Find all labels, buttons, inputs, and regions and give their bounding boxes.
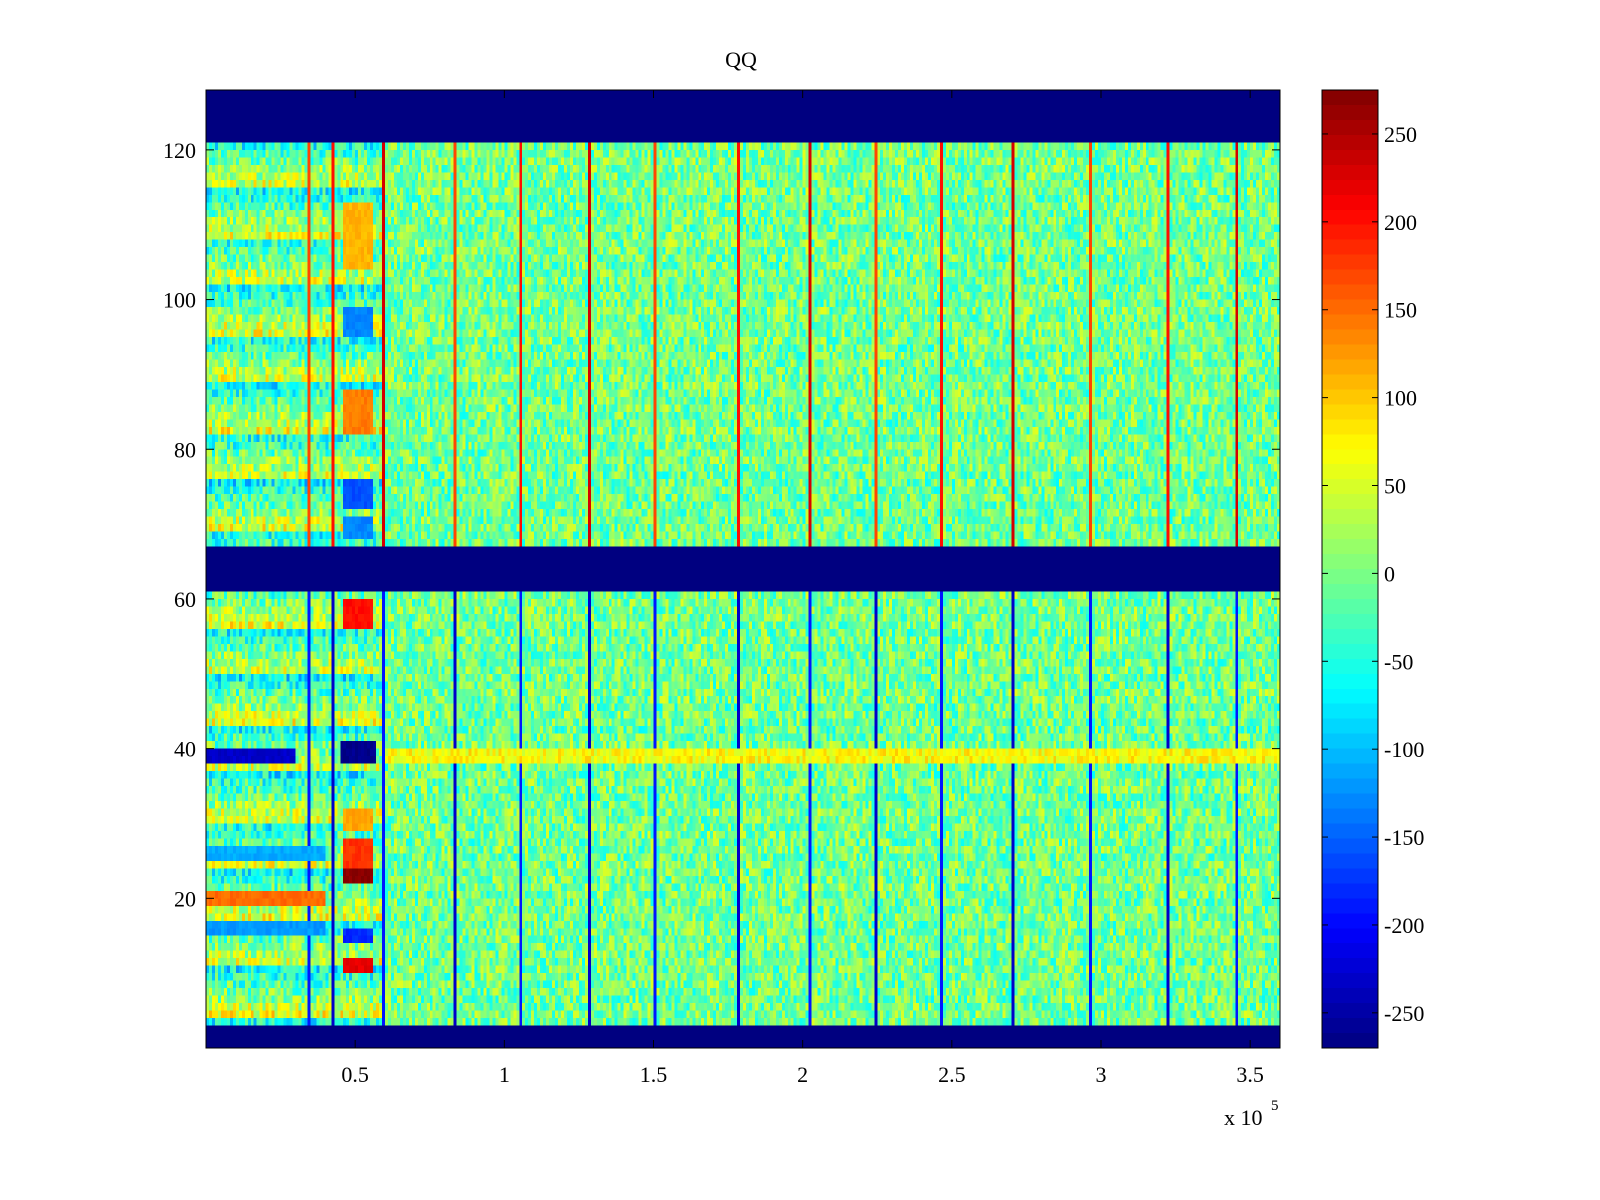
heatmap-plot-area	[205, 89, 1281, 1049]
plot-frame	[205, 89, 1281, 1049]
x-tick-label: 2	[797, 1062, 808, 1087]
x-multiplier-label: x 10	[1224, 1105, 1263, 1130]
colorbar-gradient	[1322, 90, 1378, 1048]
colorbar-tick-label: 50	[1384, 474, 1406, 499]
colorbar-tick-label: 250	[1384, 122, 1417, 147]
colorbar-tick-label: -50	[1384, 649, 1413, 674]
y-tick-label: 20	[174, 886, 196, 911]
y-axis: 20 40 60 80 100 120	[163, 138, 1280, 911]
colorbar-tick-label: -150	[1384, 825, 1424, 850]
x-axis: 0.5 1 1.5 2 2.5 3 3.5	[341, 90, 1264, 1087]
colorbar-frame	[1321, 89, 1379, 1049]
y-tick-label: 120	[163, 138, 196, 163]
x-tick-label: 3	[1096, 1062, 1107, 1087]
y-tick-label: 40	[174, 737, 196, 762]
y-tick-label: 60	[174, 587, 196, 612]
colorbar-tick-label: -100	[1384, 737, 1424, 762]
y-tick-label: 100	[163, 288, 196, 313]
x-tick-label: 1	[499, 1062, 510, 1087]
heatmap-image	[206, 90, 1280, 1048]
colorbar-tick-label: 0	[1384, 561, 1395, 586]
x-tick-label: 1.5	[640, 1062, 668, 1087]
x-tick-label: 3.5	[1236, 1062, 1264, 1087]
colorbar: 250 200 150 100 50 0 -50 -100 -150 -200 -250	[1321, 89, 1424, 1049]
y-tick-label: 80	[174, 437, 196, 462]
colorbar-tick-label: 100	[1384, 386, 1417, 411]
chart-title: QQ	[725, 47, 757, 72]
colorbar-ticks: 250 200 150 100 50 0 -50 -100 -150 -200 -250	[1322, 122, 1424, 1026]
colorbar-tick-label: 150	[1384, 298, 1417, 323]
colorbar-tick-label: -200	[1384, 913, 1424, 938]
x-tick-label: 2.5	[938, 1062, 966, 1087]
colorbar-tick-label: -250	[1384, 1001, 1424, 1026]
colorbar-tick-label: 200	[1384, 210, 1417, 235]
x-tick-label: 0.5	[341, 1062, 369, 1087]
x-multiplier: x 10 5	[1224, 1098, 1279, 1130]
x-multiplier-exponent: 5	[1271, 1098, 1279, 1114]
